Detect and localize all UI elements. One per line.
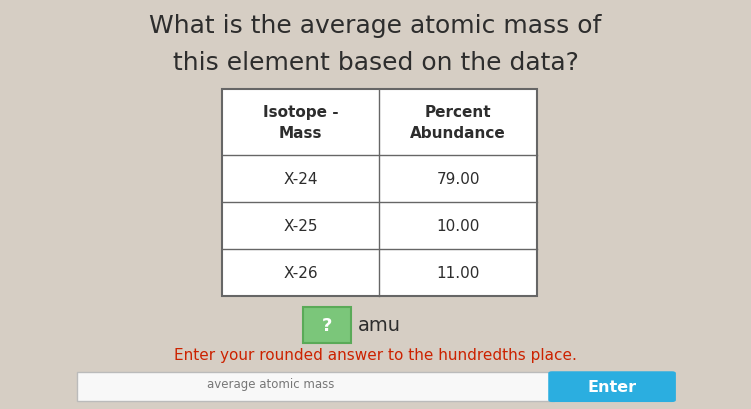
Text: Percent
Abundance: Percent Abundance (410, 105, 506, 141)
Text: 10.00: 10.00 (436, 218, 480, 234)
Text: average atomic mass: average atomic mass (207, 377, 334, 390)
FancyBboxPatch shape (77, 372, 554, 401)
Text: Enter: Enter (587, 379, 637, 394)
Text: X-26: X-26 (283, 265, 318, 281)
Text: amu: amu (358, 316, 401, 335)
Text: Enter your rounded answer to the hundredths place.: Enter your rounded answer to the hundred… (174, 347, 577, 362)
Text: Isotope -
Mass: Isotope - Mass (263, 105, 338, 141)
Text: X-24: X-24 (283, 171, 318, 187)
Text: What is the average atomic mass of: What is the average atomic mass of (149, 14, 602, 38)
FancyBboxPatch shape (548, 371, 676, 402)
Text: X-25: X-25 (283, 218, 318, 234)
Text: this element based on the data?: this element based on the data? (173, 51, 578, 75)
FancyBboxPatch shape (222, 90, 537, 297)
Text: 11.00: 11.00 (436, 265, 480, 281)
FancyBboxPatch shape (303, 307, 351, 343)
Text: ?: ? (321, 316, 332, 334)
Text: 79.00: 79.00 (436, 171, 480, 187)
